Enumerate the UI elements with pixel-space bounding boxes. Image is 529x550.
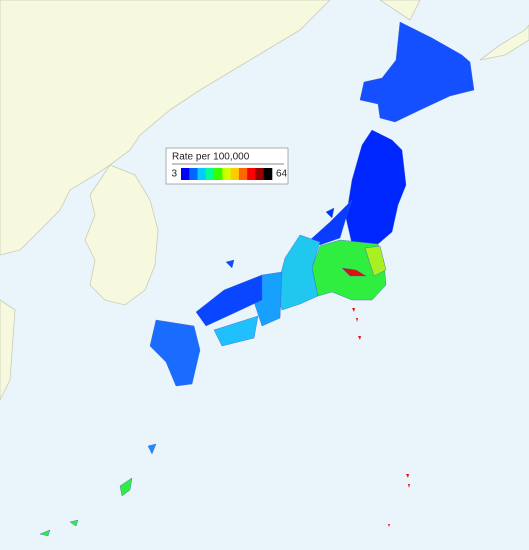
china-coast — [0, 299, 16, 401]
color-swatch — [263, 168, 273, 180]
sakishima — [39, 519, 79, 537]
ibaraki — [364, 245, 387, 277]
color-swatch — [255, 168, 265, 180]
sakhalin — [379, 0, 421, 21]
kurils — [479, 24, 529, 61]
korea — [84, 164, 159, 306]
legend-max: 64 — [276, 169, 288, 180]
color-bar — [181, 168, 273, 180]
color-swatch — [214, 168, 223, 180]
chubu — [275, 234, 321, 311]
legend-title: Rate per 100,000 — [172, 152, 250, 163]
okinawa — [119, 477, 133, 497]
chugoku — [195, 274, 263, 327]
color-swatch — [205, 168, 215, 180]
color-swatch — [230, 168, 240, 180]
color-swatch — [247, 168, 256, 180]
color-swatch — [222, 168, 231, 180]
tohoku — [345, 129, 407, 245]
kyushu — [149, 319, 201, 387]
mainland-asia — [0, 0, 331, 256]
hokkaido — [359, 21, 475, 123]
tokyo — [341, 267, 367, 277]
legend: Rate per 100,000 3 64 — [165, 147, 289, 185]
color-swatch — [189, 168, 198, 180]
shikoku — [213, 315, 259, 347]
legend-min: 3 — [171, 169, 177, 180]
color-swatch — [181, 168, 190, 180]
sado — [325, 207, 335, 219]
oki — [225, 259, 235, 269]
amami — [147, 443, 157, 455]
color-swatch — [197, 168, 207, 180]
color-swatch — [238, 168, 248, 180]
niigata — [309, 199, 353, 246]
